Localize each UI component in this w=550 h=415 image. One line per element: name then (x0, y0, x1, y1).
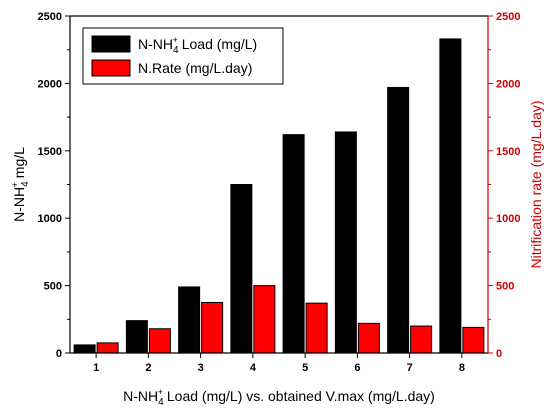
legend-swatch-1 (91, 59, 131, 77)
bar-load-8 (439, 38, 462, 354)
ticks-layer: 1 2 3 4 5 6 7 8 0 500 1000 1500 2000 2500 0 500 1000 1500… (38, 11, 521, 374)
bar-rate-6 (357, 322, 380, 354)
bar-rate-5 (305, 302, 328, 354)
y-left-tick-label-500: 500 (44, 281, 62, 293)
x-tick-label-7: 7 (407, 362, 413, 374)
bar-rate-2 (148, 328, 171, 354)
bar-load-3 (178, 286, 201, 354)
x-tick-label-5: 5 (302, 362, 308, 374)
y-axis-title-right: Nitrification rate (mg/L.day) (528, 100, 544, 268)
bar-rate-7 (410, 325, 433, 354)
y-left-tick-label-2000: 2000 (38, 78, 62, 90)
bar-rate-8 (462, 326, 485, 354)
x-axis-title: N-NH4+ Load (mg/L) vs. obtained V.max (m… (123, 387, 435, 408)
bar-rate-3 (201, 301, 224, 354)
legend-swatch-0 (91, 35, 131, 53)
y-right-tick-label-1000: 1000 (496, 213, 520, 225)
bar-load-1 (73, 344, 96, 354)
bar-load-7 (387, 86, 410, 354)
legend: N-NH4+ Load (mg/L) N.Rate (mg/L.day) (82, 27, 284, 85)
x-tick-label-4: 4 (250, 362, 257, 374)
legend-label-0: N-NH4+ Load (mg/L) (138, 35, 257, 56)
y-left-tick-label-2500: 2500 (38, 11, 62, 23)
x-tick-label-1: 1 (93, 362, 99, 374)
y-axis-title-left: N-NH4+ mg/L (10, 147, 31, 222)
y-right-tick-label-0: 0 (496, 348, 502, 360)
bar-load-4 (230, 184, 253, 354)
bar-rate-1 (96, 342, 119, 354)
y-right-tick-label-500: 500 (496, 281, 514, 293)
x-tick-label-2: 2 (145, 362, 151, 374)
legend-label-1: N.Rate (mg/L.day) (138, 60, 252, 76)
y-left-tick-label-0: 0 (56, 348, 62, 360)
bar-load-6 (334, 131, 357, 354)
y-left-tick-label-1500: 1500 (38, 146, 62, 158)
bar-rate-4 (253, 285, 276, 354)
x-tick-label-6: 6 (354, 362, 360, 374)
x-tick-label-8: 8 (459, 362, 465, 374)
y-left-tick-label-1000: 1000 (38, 213, 62, 225)
bar-load-2 (125, 320, 148, 354)
bars-layer (73, 38, 485, 354)
bar-load-5 (282, 134, 305, 354)
y-right-tick-label-2000: 2000 (496, 78, 520, 90)
y-right-tick-label-2500: 2500 (496, 11, 520, 23)
y-right-tick-label-1500: 1500 (496, 146, 520, 158)
x-tick-label-3: 3 (198, 362, 204, 374)
axis-titles: N-NH4+ Load (mg/L) vs. obtained V.max (m… (10, 100, 544, 408)
